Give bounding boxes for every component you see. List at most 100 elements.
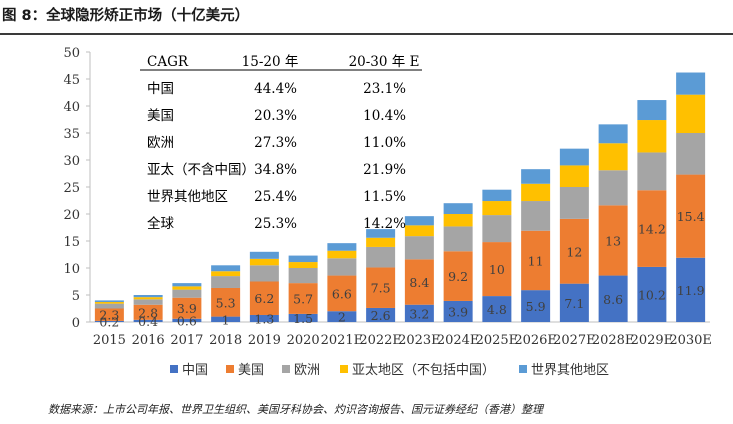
bar-segment-0 [172,318,202,322]
bar-segment-4 [443,203,473,214]
x-tick-label: 2030E [669,333,712,348]
cagr-cell: 27.3% [254,135,297,151]
bar-segment-1 [366,267,396,308]
x-tick-label: 2019 [248,333,281,348]
legend-swatch [282,365,290,373]
data-label: 5.3 [216,295,236,310]
cagr-cell: 世界其他地区 [147,189,228,205]
data-label: 5.7 [293,292,313,307]
bar-segment-3 [482,201,512,216]
stacked-bar-chart: 0 5 10 15 20 25 30 35 40 45 50 2015 2016 2017 2018 201… [63,46,712,378]
y-tick-label: 15 [63,235,80,250]
data-label: 2.3 [99,308,119,323]
cagr-cell: 全球 [147,215,174,232]
y-tick-label: 0 [72,316,80,331]
data-source-note: 数据来源：上市公司年报、世界卫生组织、美国牙科协会、灼识咨询报告、国元证券经纪（… [48,403,543,416]
legend-swatch [226,365,234,373]
bar-segment-3 [443,214,473,227]
data-label: 4.8 [487,302,507,317]
bar-segment-0 [559,283,589,322]
y-tick-label: 10 [63,262,80,277]
legend: 中国 美国 欧洲 亚太地区（不包括中国） 世界其他地区 [170,363,609,378]
bar-segment-2 [404,236,434,260]
bar-segment-4 [249,251,279,259]
y-tick-label: 35 [63,127,80,142]
bar-segment-0 [404,304,434,322]
bar-segment-2 [288,268,318,284]
bar-segment-1 [288,283,318,314]
bar-segment-4 [676,72,706,95]
bar-segment-1 [482,242,512,297]
bar-segment-0 [288,313,318,322]
bar-segment-3 [521,183,551,202]
cagr-cell: 11.5% [363,189,406,205]
bar-segment-2 [133,299,163,305]
cagr-cell: 34.8% [254,162,297,178]
bar-segment-2 [327,258,357,276]
bar-segment-3 [366,237,396,247]
x-axis: 2015 2016 2017 2018 2019 2020 2021E2022E2023E2… [90,321,712,348]
bar-segment-3 [172,286,202,290]
legend-label: 欧洲 [294,363,320,378]
title-divider [0,33,733,35]
data-label: 6.6 [332,286,352,301]
bar-segment-1 [94,308,124,321]
bar-segment-3 [637,120,667,153]
bar-segment-4 [211,265,241,272]
bar-segment-2 [559,187,589,219]
bar-segment-3 [598,143,628,171]
cagr-header: 20-30 年 E [349,54,420,70]
cagr-cell: 14.2% [363,216,406,232]
bar-segment-4 [94,300,124,303]
bar-segment-1 [521,230,551,291]
x-tick-label: 2025E [476,333,519,348]
bar-segment-1 [211,287,241,317]
x-tick-label: 2026E [514,333,557,348]
x-tick-label: 2029E [631,333,674,348]
bar-segment-0 [133,319,163,322]
data-labels: 0.2 0.4 0.6 1 1.3 1.5 2 2.6 3.2 3.9 4.8 5.9 7.1 8.6 10… [99,209,704,329]
bar-segment-2 [172,289,202,298]
legend-label: 亚太地区（不包括中国） [352,363,495,378]
cagr-cell: 44.4% [254,81,297,97]
data-label: 3.2 [409,306,429,321]
x-tick-label: 2027E [553,333,596,348]
bar-segment-3 [249,258,279,266]
data-label: 3.9 [177,301,197,316]
y-tick-label: 5 [72,289,80,304]
legend-label: 中国 [182,363,208,378]
data-label: 1.3 [254,311,274,326]
bar-segment-3 [133,297,163,300]
data-label: 8.6 [603,292,623,307]
bar-segment-3 [327,250,357,259]
bar-segment-1 [172,297,202,319]
bar-segment-4 [404,216,434,226]
data-label: 2.8 [138,305,158,320]
bar-segment-0 [521,290,551,322]
y-tick-label: 45 [63,73,80,88]
cagr-cell: 23.1% [363,81,406,97]
bar-segment-1 [559,218,589,284]
data-label: 15.4 [677,209,705,224]
cagr-header: 15-20 年 [242,54,299,70]
bar-segment-3 [559,165,589,187]
bar-segment-0 [598,275,628,322]
bar-segment-4 [172,283,202,287]
legend-swatch [519,365,527,373]
cagr-cell: 25.4% [254,189,297,205]
bar-segment-2 [94,303,124,309]
cagr-cell: 美国 [147,108,174,124]
bar-segment-4 [482,189,512,202]
bar-segment-1 [598,205,628,276]
data-label: 14.2 [638,222,666,237]
data-label: 5.9 [526,299,546,314]
x-tick-label: 2017 [170,333,203,348]
bar-segment-2 [249,265,279,282]
bar-segment-4 [598,124,628,144]
data-label: 8.4 [409,275,429,290]
data-label: 0.2 [99,314,119,329]
bar-segment-2 [366,246,396,268]
bar-segment-2 [676,133,706,175]
cagr-table: CAGR 15-20 年 20-30 年 E 中国 44.4% 23.1% 美国 20.3% 1… [140,54,422,232]
bar-segment-0 [443,300,473,322]
